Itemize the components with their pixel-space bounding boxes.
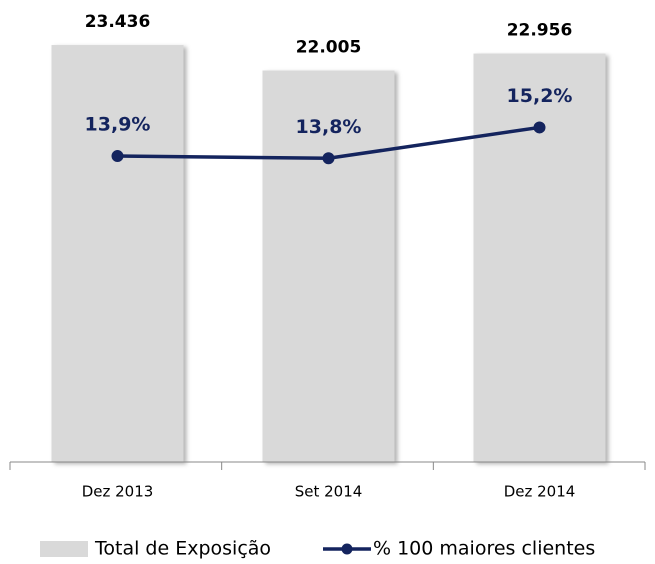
line-value-label: 15,2% (507, 85, 573, 107)
bar (473, 53, 606, 463)
x-tick-label: Dez 2013 (82, 483, 154, 501)
legend-label: Total de Exposição (94, 538, 271, 560)
bar-value-label: 22.005 (296, 37, 362, 57)
bar-value-label: 23.436 (85, 12, 151, 32)
bar-value-label: 22.956 (507, 21, 573, 41)
line-marker (533, 121, 546, 134)
line-value-label: 13,9% (85, 114, 151, 136)
legend-label: % 100 maiores clientes (373, 538, 595, 560)
line-marker (322, 152, 335, 165)
line-value-label: 13,8% (296, 116, 362, 138)
legend-swatch (40, 541, 88, 557)
legend-marker (341, 543, 353, 555)
line-marker (111, 150, 124, 163)
bar (51, 45, 184, 463)
x-tick-label: Dez 2014 (504, 483, 576, 501)
x-tick-label: Set 2014 (295, 483, 363, 501)
bar (262, 70, 395, 462)
